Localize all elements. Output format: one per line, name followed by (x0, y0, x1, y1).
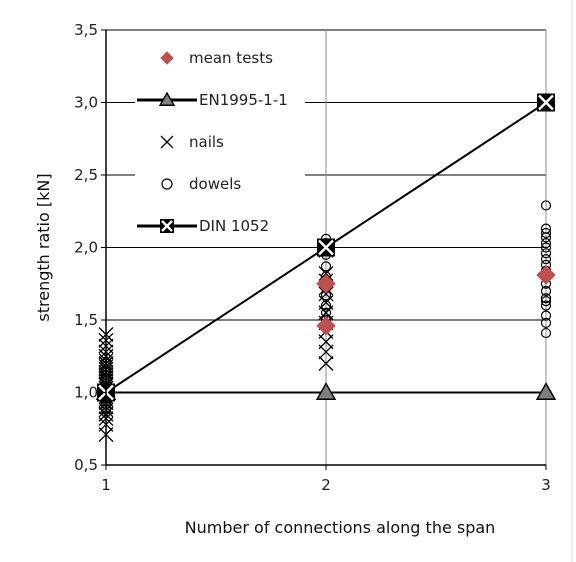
legend-label: DIN 1052 (199, 217, 269, 235)
mean-tests-point (316, 274, 336, 294)
legend-bg (135, 128, 305, 154)
y-axis-title: strength ratio [kN] (34, 173, 53, 321)
y-tick-label: 1,0 (74, 384, 98, 402)
dowels-point (320, 261, 332, 272)
dowels-point (540, 238, 552, 249)
dowels-point (540, 248, 552, 259)
mean-tests-point (316, 316, 336, 336)
y-tick-label: 3,5 (74, 21, 98, 39)
x-axis-title: Number of connections along the span (185, 518, 496, 537)
legend-swatch (158, 91, 176, 106)
dowels-point (540, 242, 552, 253)
din1052-point (317, 238, 335, 257)
din1052-point (537, 93, 555, 112)
dowels-point (540, 310, 552, 321)
en1995-point (535, 382, 557, 400)
dowels-point (540, 254, 552, 265)
en1995-point (315, 382, 337, 400)
dowels-point (320, 300, 332, 311)
dowels-point (540, 317, 552, 328)
dowels-point (540, 293, 552, 304)
boxx-cross (161, 220, 173, 232)
dowels-point (540, 300, 552, 311)
dowels-point (540, 285, 552, 297)
legend-swatch (160, 135, 174, 149)
legend-label: nails (189, 133, 224, 151)
y-tick-label: 0,5 (74, 456, 98, 474)
boxx-cross (538, 94, 554, 111)
y-tick-label: 1,5 (74, 311, 98, 329)
mean-tests-point (536, 265, 556, 285)
legend-swatch (160, 51, 174, 65)
dowels-point (540, 223, 552, 234)
y-tick-label: 2,0 (74, 239, 98, 257)
legend-bg (135, 170, 305, 196)
legend-label: mean tests (189, 49, 273, 67)
legend-label: EN1995-1-1 (199, 91, 288, 109)
nails-point (318, 356, 334, 371)
x-tick-label: 3 (541, 476, 551, 494)
y-tick-label: 3,0 (74, 94, 98, 112)
dowels-point (540, 327, 552, 339)
x-tick-label: 2 (321, 476, 331, 494)
legend-swatch (160, 219, 174, 233)
legend-label: dowels (189, 175, 241, 193)
legend-swatch (161, 178, 173, 190)
dowels-point (540, 200, 552, 211)
y-tick-label: 2,5 (74, 166, 98, 184)
dowels-point (540, 296, 552, 307)
x-tick-label: 1 (101, 476, 111, 494)
dowels-point (540, 227, 552, 239)
boxx-cross (318, 239, 334, 256)
